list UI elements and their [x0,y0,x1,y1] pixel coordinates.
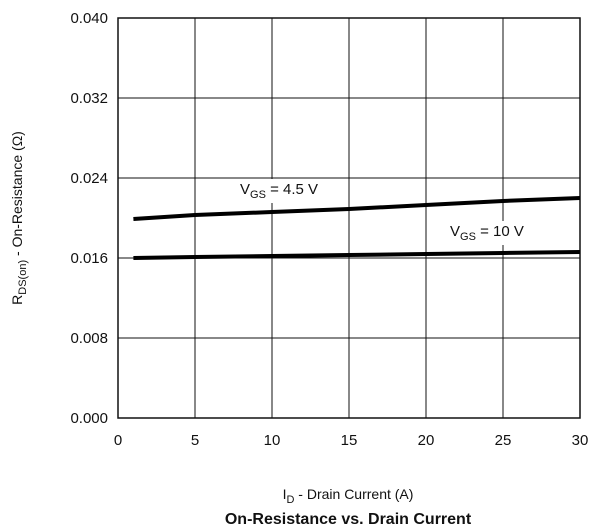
series-line-1 [133,250,581,260]
series-label-vgs-4-5: VGS = 4.5 V [240,181,318,201]
x-axis-label: ID - Drain Current (A) [283,486,414,506]
x-tick-labels: 0 5 10 15 20 25 30 [114,432,589,449]
x-tick-label: 0 [114,432,122,449]
x-tick-label: 20 [418,432,435,449]
series-lines [133,196,581,260]
y-tick-label: 0.008 [70,330,108,347]
x-tick-label: 30 [572,432,589,449]
label-backing [446,221,528,245]
x-tick-label: 10 [264,432,281,449]
y-tick-label: 0.032 [70,90,108,107]
label-backing [236,179,323,203]
y-tick-label: 0.024 [70,170,108,187]
x-tick-label: 5 [191,432,199,449]
x-tick-label: 25 [495,432,512,449]
chart-title: On-Resistance vs. Drain Current [225,511,472,528]
plot-frame [117,17,581,419]
series-line-0 [133,196,581,221]
x-tick-label: 15 [341,432,358,449]
series-label-vgs-10: VGS = 10 V [450,223,524,243]
y-tick-label: 0.000 [70,410,108,427]
grid [117,17,581,419]
y-tick-label: 0.016 [70,250,108,267]
y-tick-label: 0.040 [70,10,108,27]
y-axis-label: RDS(on) - On-Resistance (Ω) [9,131,29,305]
y-tick-labels: 0.000 0.008 0.016 0.024 0.032 0.040 [70,10,108,427]
